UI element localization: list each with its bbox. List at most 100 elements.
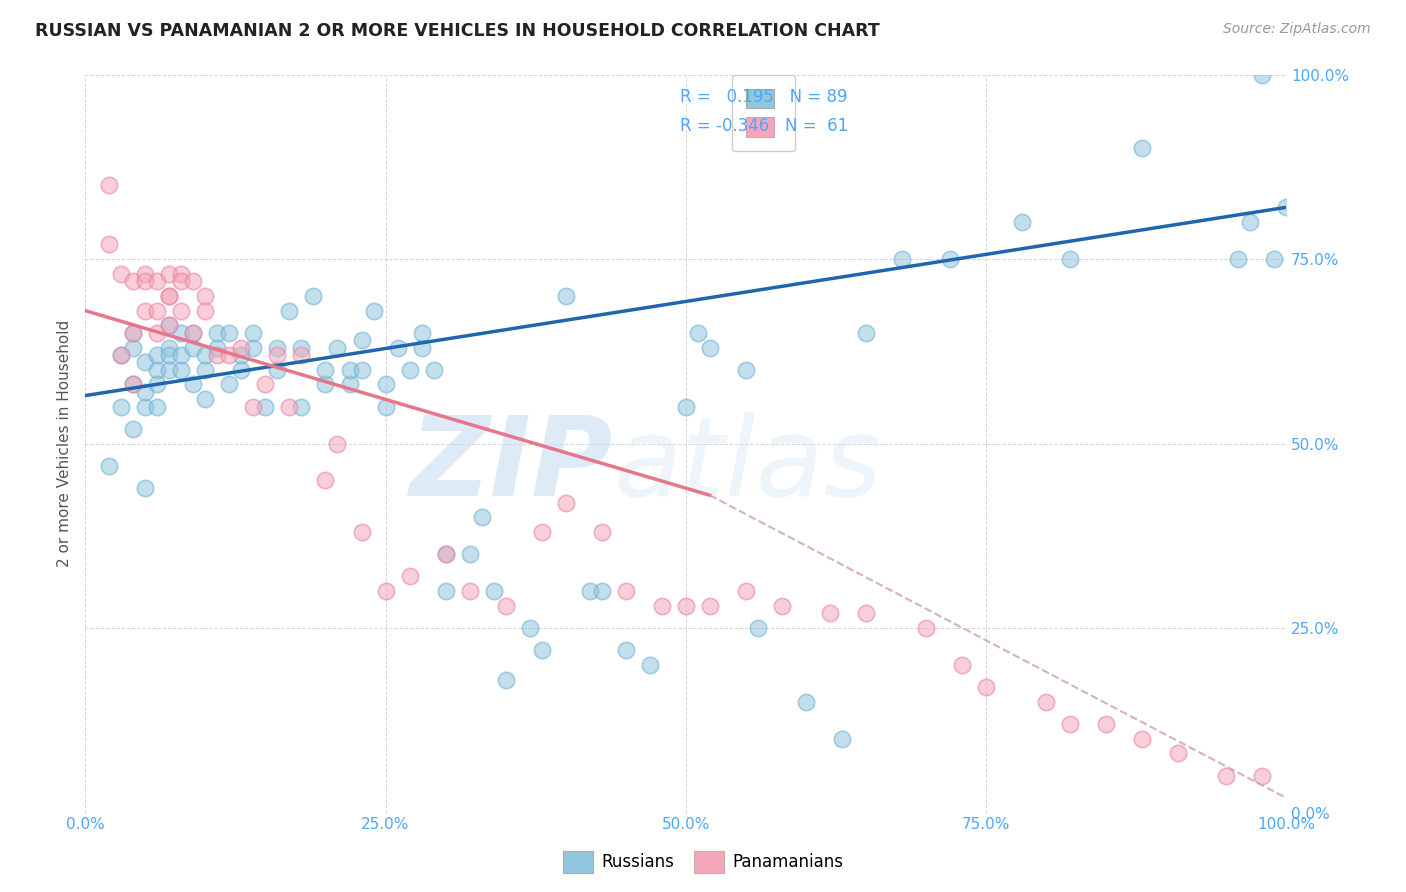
Point — [651, 599, 673, 613]
Point — [207, 348, 229, 362]
Point — [914, 621, 936, 635]
Point — [110, 348, 132, 362]
Point — [134, 481, 156, 495]
Point — [939, 252, 962, 266]
Point — [638, 657, 661, 672]
Point — [519, 621, 541, 635]
Point — [98, 178, 121, 193]
Point — [855, 607, 877, 621]
Point — [554, 289, 576, 303]
Point — [614, 643, 637, 657]
Point — [363, 303, 385, 318]
Point — [1167, 747, 1189, 761]
Point — [157, 348, 180, 362]
Point — [458, 547, 481, 561]
Point — [831, 731, 853, 746]
Point — [170, 267, 193, 281]
Point — [290, 341, 312, 355]
Point — [170, 326, 193, 340]
Point — [146, 348, 169, 362]
Point — [242, 400, 264, 414]
Point — [146, 377, 169, 392]
Point — [218, 326, 240, 340]
Point — [554, 495, 576, 509]
Point — [434, 547, 457, 561]
Text: R = -0.346   N =  61: R = -0.346 N = 61 — [679, 118, 848, 136]
Point — [315, 474, 337, 488]
Point — [458, 584, 481, 599]
Point — [207, 341, 229, 355]
Point — [122, 341, 145, 355]
Point — [110, 267, 132, 281]
Point — [278, 303, 301, 318]
Point — [1059, 717, 1081, 731]
Point — [290, 400, 312, 414]
Point — [183, 326, 205, 340]
Point — [290, 348, 312, 362]
Point — [134, 400, 156, 414]
Point — [194, 362, 217, 376]
Point — [350, 525, 373, 540]
Point — [157, 289, 180, 303]
Point — [194, 303, 217, 318]
Point — [98, 458, 121, 473]
Point — [315, 362, 337, 376]
Point — [194, 289, 217, 303]
Point — [699, 341, 721, 355]
Text: Source: ZipAtlas.com: Source: ZipAtlas.com — [1223, 22, 1371, 37]
Point — [387, 341, 409, 355]
Point — [266, 348, 288, 362]
Point — [157, 289, 180, 303]
Point — [110, 348, 132, 362]
Point — [411, 341, 433, 355]
Point — [157, 318, 180, 333]
Point — [242, 341, 264, 355]
Point — [134, 274, 156, 288]
Point — [734, 584, 756, 599]
Point — [122, 377, 145, 392]
Point — [146, 274, 169, 288]
Point — [170, 348, 193, 362]
Point — [122, 377, 145, 392]
Text: ZIP: ZIP — [411, 412, 613, 519]
Point — [530, 643, 553, 657]
Point — [302, 289, 325, 303]
Point — [890, 252, 912, 266]
Point — [1130, 141, 1153, 155]
Point — [146, 326, 169, 340]
Point — [1275, 200, 1298, 214]
Point — [170, 274, 193, 288]
Point — [350, 362, 373, 376]
Point — [134, 267, 156, 281]
Point — [183, 326, 205, 340]
Point — [146, 362, 169, 376]
Point — [231, 348, 253, 362]
Point — [194, 392, 217, 407]
Point — [122, 326, 145, 340]
Point — [1035, 695, 1057, 709]
Point — [278, 400, 301, 414]
Point — [98, 237, 121, 252]
Point — [1251, 68, 1274, 82]
Point — [495, 673, 517, 687]
Point — [183, 274, 205, 288]
Point — [950, 657, 973, 672]
Text: atlas: atlas — [613, 412, 882, 519]
Point — [110, 400, 132, 414]
Point — [434, 584, 457, 599]
Point — [734, 362, 756, 376]
Point — [146, 400, 169, 414]
Point — [770, 599, 793, 613]
Point — [1215, 769, 1237, 783]
Legend: Russians, Panamanians: Russians, Panamanians — [555, 845, 851, 880]
Point — [1263, 252, 1285, 266]
Point — [157, 318, 180, 333]
Point — [471, 510, 494, 524]
Point — [1059, 252, 1081, 266]
Point — [157, 267, 180, 281]
Point — [747, 621, 769, 635]
Point — [1226, 252, 1249, 266]
Point — [530, 525, 553, 540]
Point — [675, 400, 697, 414]
Point — [170, 303, 193, 318]
